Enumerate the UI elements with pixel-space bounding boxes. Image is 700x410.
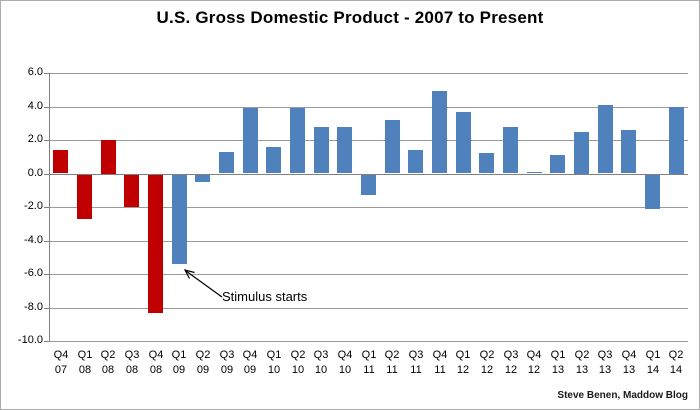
bar-Q2-13 [574, 131, 589, 174]
bar-Q2-14 [669, 106, 684, 174]
y-axis-label--4.0: -4.0 [24, 234, 43, 246]
y-axis-label-4.0: 4.0 [27, 100, 43, 112]
x-axis-label-Q3-08: Q3 08 [124, 349, 140, 376]
y-tickmark-4.0 [44, 107, 49, 108]
gridline--8.0 [49, 308, 688, 309]
bar-Q3-10 [314, 126, 329, 174]
y-tickmark--2.0 [44, 207, 49, 208]
y-axis-label--10.0: -10.0 [17, 334, 43, 346]
y-tickmark-2.0 [44, 140, 49, 141]
zero-axis-line [49, 174, 688, 175]
bar-Q2-11 [385, 119, 400, 174]
bar-Q4-13 [621, 129, 636, 174]
y-axis-label-2.0: 2.0 [27, 133, 43, 145]
y-tickmark--8.0 [44, 308, 49, 309]
y-axis-label--2.0: -2.0 [24, 200, 43, 212]
bar-Q2-09 [195, 173, 210, 182]
y-tickmark-6.0 [44, 73, 49, 74]
bar-Q4-11 [432, 91, 447, 174]
y-axis-label-6.0: 6.0 [27, 66, 43, 78]
x-axis-label-Q1-11: Q1 11 [361, 349, 377, 376]
x-axis-label-Q4-08: Q4 08 [148, 349, 164, 376]
gridline--6.0 [49, 274, 688, 275]
chart-title: U.S. Gross Domestic Product - 2007 to Pr… [156, 8, 544, 27]
bar-Q1-14 [645, 173, 660, 209]
gridline--4.0 [49, 241, 688, 242]
y-tickmark--10.0 [44, 341, 49, 342]
x-axis-label-Q1-12: Q1 12 [455, 349, 471, 376]
gridline-2.0 [49, 140, 688, 141]
x-axis-label-Q4-13: Q4 13 [621, 349, 637, 376]
y-axis-line [49, 73, 50, 341]
y-tickmark--4.0 [44, 241, 49, 242]
bar-Q3-13 [598, 104, 613, 174]
x-axis-label-Q1-14: Q1 14 [645, 349, 661, 376]
y-axis-label--8.0: -8.0 [24, 301, 43, 313]
x-axis-label-Q4-07: Q4 07 [53, 349, 69, 376]
x-axis-label-Q1-10: Q1 10 [266, 349, 282, 376]
x-axis-label-Q2-12: Q2 12 [479, 349, 495, 376]
bar-Q1-08 [77, 173, 92, 219]
x-axis-label-Q2-14: Q2 14 [668, 349, 684, 376]
x-axis-label-Q1-08: Q1 08 [77, 349, 93, 376]
x-axis-label-Q3-12: Q3 12 [503, 349, 519, 376]
bar-Q1-11 [361, 173, 376, 196]
y-tickmark-0.0 [44, 174, 49, 175]
bar-Q3-12 [503, 126, 518, 174]
bar-Q2-08 [101, 140, 116, 174]
y-tickmark--6.0 [44, 274, 49, 275]
bar-Q1-12 [456, 111, 471, 174]
x-axis-label-Q4-11: Q4 11 [432, 349, 448, 376]
bar-Q4-10 [337, 126, 352, 174]
bar-Q3-11 [408, 150, 423, 174]
x-axis-label-Q3-10: Q3 10 [313, 349, 329, 376]
y-axis-label-0.0: 0.0 [27, 167, 43, 179]
x-axis-label-Q2-10: Q2 10 [290, 349, 306, 376]
annotation-label: Stimulus starts [222, 289, 308, 304]
bar-Q1-13 [550, 155, 565, 174]
gridline-4.0 [49, 107, 688, 108]
bar-Q2-12 [479, 153, 494, 174]
x-axis-label-Q3-11: Q3 11 [408, 349, 424, 376]
y-axis-label--6.0: -6.0 [24, 267, 43, 279]
x-axis-label-Q4-12: Q4 12 [526, 349, 542, 376]
x-axis-label-Q2-13: Q2 13 [574, 349, 590, 376]
bar-Q4-09 [243, 108, 258, 174]
x-axis-label-Q3-13: Q3 13 [597, 349, 613, 376]
bar-Q2-10 [290, 108, 305, 174]
x-axis-label-Q2-11: Q2 11 [384, 349, 400, 376]
bar-Q4-07 [53, 150, 68, 174]
bar-Q3-09 [219, 151, 234, 174]
bar-Q4-12 [527, 171, 542, 174]
bar-Q4-08 [148, 173, 163, 313]
x-axis-label-Q1-09: Q1 09 [171, 349, 187, 376]
x-axis-label-Q2-09: Q2 09 [195, 349, 211, 376]
gridline--10.0 [49, 341, 688, 342]
x-axis-label-Q1-13: Q1 13 [550, 349, 566, 376]
x-axis-label-Q3-09: Q3 09 [219, 349, 235, 376]
x-axis-label-Q4-09: Q4 09 [242, 349, 258, 376]
bar-Q1-09 [172, 173, 187, 264]
x-axis-label-Q2-08: Q2 08 [100, 349, 116, 376]
bar-Q1-10 [266, 146, 281, 174]
credit-text: Steve Benen, Maddow Blog [557, 390, 688, 401]
bar-Q3-08 [124, 173, 139, 207]
x-axis-label-Q4-10: Q4 10 [337, 349, 353, 376]
gridline-6.0 [49, 73, 688, 74]
gridline--2.0 [49, 207, 688, 208]
